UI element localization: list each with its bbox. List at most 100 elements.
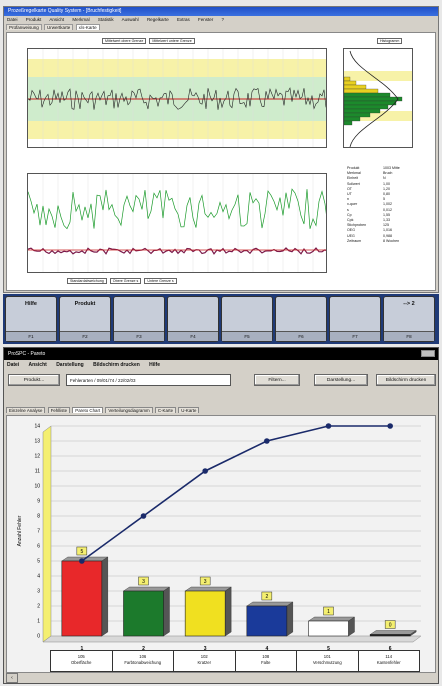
data-label-box bbox=[138, 576, 149, 586]
display-button[interactable]: Darstellung... bbox=[314, 374, 368, 386]
category-code: 102 bbox=[200, 654, 208, 659]
function-key-f5[interactable]: F5 bbox=[221, 296, 273, 342]
stat-label: Produkt bbox=[347, 166, 360, 170]
tab-pareto[interactable]: Pareto Chart bbox=[72, 407, 104, 413]
menu-item[interactable]: Fenster bbox=[198, 17, 214, 22]
menu-item-hilfe[interactable]: Hilfe bbox=[149, 362, 161, 368]
stat-label: n bbox=[347, 197, 349, 202]
chart-panel: Mittelwert obere Grenze Mittelwert unter… bbox=[6, 32, 436, 291]
function-key-number: F2 bbox=[60, 331, 110, 341]
menu-item-darstellung[interactable]: Darstellung bbox=[56, 362, 84, 368]
filter-button[interactable]: Filtern... bbox=[254, 374, 300, 386]
stat-label: Cp bbox=[347, 212, 352, 217]
cumulative-point bbox=[79, 558, 85, 564]
tab-urwertkarte[interactable]: Urwertkarte bbox=[44, 24, 74, 30]
menu-item[interactable]: Extras bbox=[176, 17, 190, 22]
tab-fehlliste[interactable]: Fehlliste bbox=[47, 407, 71, 413]
menu-item-ansicht[interactable]: Ansicht bbox=[28, 362, 47, 368]
category-name: Farbtonabweichung bbox=[124, 659, 162, 665]
function-key-number: F3 bbox=[114, 331, 164, 341]
histogram-bar bbox=[344, 100, 397, 106]
menu-item[interactable]: Datei bbox=[7, 17, 18, 22]
bar-top bbox=[122, 586, 171, 592]
tab-bar: Einzelne Analyse Fehlliste Pareto Chart … bbox=[6, 406, 436, 415]
stat-label: x-quer bbox=[347, 202, 358, 207]
product-field[interactable]: Fehlerarten / 09/01/74 / 22/02/03 bbox=[66, 374, 231, 386]
menu-item[interactable]: Merkmal bbox=[72, 17, 90, 22]
x-tick-label: 5 bbox=[327, 646, 330, 651]
category-cell: 102 Kratzer bbox=[174, 651, 236, 671]
legend-entry: Mittelwert untere Grenze bbox=[149, 38, 195, 44]
stat-row: UT 0,80 bbox=[347, 192, 433, 197]
stat-value: 1,002 bbox=[383, 202, 392, 207]
data-label: 5 bbox=[80, 549, 83, 555]
stat-value: 1,20 bbox=[383, 186, 390, 191]
histogram-bar bbox=[344, 96, 403, 102]
window-title-bar: Prozeßregelkarte Quality System - [Bruch… bbox=[4, 7, 438, 16]
tab-bar: Prüfanweisung Urwertkarte x/s-Karte bbox=[6, 24, 436, 32]
warning-zone-lower bbox=[28, 121, 326, 139]
function-key-f1[interactable]: Hilfe F1 bbox=[5, 296, 57, 342]
histogram-bar bbox=[344, 76, 351, 82]
menu-item[interactable]: Regelkarte bbox=[146, 17, 169, 22]
legend-entry: Mittelwert obere Grenze bbox=[102, 38, 147, 44]
menu-item[interactable]: Ansicht bbox=[49, 17, 65, 22]
print-screen-button[interactable]: Bildschirm drucken bbox=[376, 374, 436, 386]
y-tick-label: 2 bbox=[37, 604, 40, 610]
x-tick-label: 4 bbox=[265, 646, 268, 651]
tab-c-karte[interactable]: C-Karte bbox=[154, 407, 177, 413]
function-key-f8[interactable]: --> 2 F8 bbox=[383, 296, 435, 342]
tab-xs-karte[interactable]: x/s-Karte bbox=[75, 24, 100, 30]
function-key-f2[interactable]: Produkt F2 bbox=[59, 296, 111, 342]
bar-top bbox=[246, 601, 294, 607]
function-key-f7[interactable]: F7 bbox=[329, 296, 381, 342]
tab-analyse[interactable]: Einzelne Analyse bbox=[6, 407, 46, 413]
menu-item-drucken[interactable]: Bildschirm drucken bbox=[93, 362, 140, 368]
stat-label: OT bbox=[347, 186, 352, 191]
y-tick-label: 6 bbox=[37, 544, 40, 550]
tab-u-karte[interactable]: U-Karte bbox=[178, 407, 200, 413]
menu-item-datei[interactable]: Datei bbox=[7, 362, 20, 368]
stat-value: 0,012 bbox=[383, 207, 392, 212]
function-key-f3[interactable]: F3 bbox=[113, 296, 165, 342]
scroll-left-button[interactable]: ‹ bbox=[6, 673, 18, 683]
stat-label: UEG bbox=[347, 233, 355, 238]
menu-item[interactable]: ? bbox=[221, 17, 225, 22]
stat-value: 1,55 bbox=[383, 212, 390, 217]
cumulative-point bbox=[202, 468, 208, 474]
histogram-bar bbox=[344, 104, 389, 110]
menu-item[interactable]: Auswahl bbox=[121, 17, 139, 22]
menu-item[interactable]: Statistik bbox=[97, 17, 114, 22]
window-controls[interactable] bbox=[421, 350, 435, 357]
data-label-box bbox=[384, 620, 396, 629]
stat-label: OEG bbox=[347, 228, 355, 233]
stat-value: 125 bbox=[383, 223, 389, 228]
stat-value: 1,00 bbox=[383, 181, 390, 186]
category-cell: 106 Farbtonabweichung bbox=[113, 651, 174, 671]
histogram-bar bbox=[344, 84, 367, 90]
category-cell: 114 Kantenfehler bbox=[359, 651, 420, 671]
data-label-box bbox=[76, 546, 88, 556]
data-label: 0 bbox=[389, 623, 392, 629]
bar-6 bbox=[369, 634, 411, 637]
data-label-box bbox=[323, 606, 334, 616]
function-key-label: --> 2 bbox=[403, 301, 415, 307]
function-key-f4[interactable]: F4 bbox=[167, 296, 219, 342]
menu-item[interactable]: Produkt bbox=[25, 17, 42, 22]
stat-row: Sollwert 1,00 bbox=[347, 182, 433, 187]
data-label: 1 bbox=[327, 609, 330, 615]
tab-pruefanweisung[interactable]: Prüfanweisung bbox=[6, 24, 42, 30]
bar-top bbox=[184, 586, 232, 592]
histogram-warning-zone bbox=[344, 71, 412, 81]
y-tick-label: 13 bbox=[34, 439, 40, 445]
histogram-warning-zone bbox=[344, 111, 412, 121]
product-button[interactable]: Produkt... bbox=[8, 374, 60, 386]
function-key-f6[interactable]: F6 bbox=[275, 296, 327, 342]
histogram-legend: Histogramm bbox=[377, 38, 404, 44]
y-tick-label: 1 bbox=[37, 619, 40, 625]
tab-verteilung[interactable]: Verteilungsdiagramm bbox=[105, 407, 153, 413]
data-label: 3 bbox=[204, 579, 207, 585]
y-tick-label: 5 bbox=[37, 559, 40, 565]
histogram-bar bbox=[344, 120, 353, 126]
